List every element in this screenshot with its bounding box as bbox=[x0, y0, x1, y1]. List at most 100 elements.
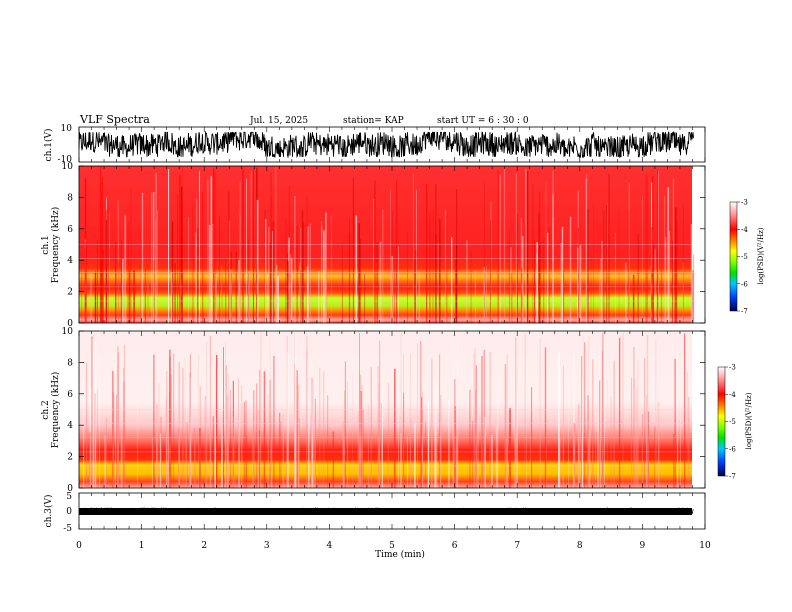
streaks1-streak bbox=[520, 267, 523, 323]
streaks1-streak bbox=[379, 241, 382, 323]
streaks1-streak bbox=[590, 248, 592, 323]
streaks2-streak bbox=[116, 394, 117, 488]
streaks1-streak bbox=[275, 264, 278, 323]
ch3-waveform-ylabel: ch.3(V) bbox=[43, 495, 54, 528]
streaks2-streak bbox=[420, 340, 422, 488]
colorbar-tick-label: -7 bbox=[741, 308, 748, 316]
streaks2-streak bbox=[529, 416, 531, 488]
streaks1-streak bbox=[483, 267, 485, 323]
time-tick-label: 10 bbox=[699, 541, 711, 551]
ch2-spectrogram-panel: 0 2 4 6 8 10 ch.2 Frequency (kHz) bbox=[41, 327, 706, 494]
streaks2-streak bbox=[189, 372, 191, 488]
streaks2-streak bbox=[509, 408, 511, 488]
time-tick-label: 5 bbox=[389, 541, 395, 551]
streaks1-streak bbox=[290, 254, 292, 323]
streaks2-streak bbox=[497, 393, 499, 488]
streaks1-streak bbox=[228, 191, 230, 323]
freq-tick-label: 4 bbox=[67, 256, 73, 266]
streaks1-streak bbox=[294, 195, 296, 323]
streaks1-streak bbox=[250, 171, 252, 323]
streaks2-streak bbox=[403, 354, 404, 488]
streaks2-streak bbox=[153, 354, 155, 488]
streaks1-streak bbox=[326, 232, 328, 323]
ch1-spectrogram-channel-label: ch.1 bbox=[41, 235, 51, 254]
streaks2-streak bbox=[526, 366, 527, 488]
streaks2-streak bbox=[246, 436, 248, 488]
streaks2-streak bbox=[597, 412, 599, 488]
streaks1-streak bbox=[601, 240, 603, 323]
streaks1-streak bbox=[657, 169, 659, 323]
streaks1-streak bbox=[503, 167, 506, 323]
ch3-ytick-top: 5 bbox=[66, 492, 72, 502]
streaks2-streak bbox=[516, 391, 518, 488]
streaks1-streak bbox=[124, 215, 127, 323]
streaks2-streak bbox=[646, 334, 649, 488]
streaks2-streak bbox=[394, 368, 396, 488]
streaks1-streak bbox=[238, 260, 240, 323]
streaks2-streak bbox=[294, 333, 296, 488]
streaks1-streak bbox=[97, 239, 98, 323]
streaks1-streak bbox=[300, 270, 302, 323]
streaks2-streak bbox=[166, 371, 168, 488]
streaks1-streak bbox=[192, 205, 194, 323]
streaks1-streak bbox=[268, 227, 270, 323]
time-axis: 0 1 2 3 4 5 6 7 8 9 10 bbox=[76, 127, 711, 551]
streaks1-streak bbox=[323, 230, 325, 323]
streaks2-streak bbox=[239, 407, 240, 488]
streaks1-streak bbox=[392, 210, 393, 323]
streaks2-streak bbox=[253, 390, 255, 488]
streaks2-streak bbox=[595, 410, 597, 488]
ch2-spectrogram-streaks bbox=[79, 332, 694, 488]
streaks1-streak bbox=[174, 263, 176, 323]
streaks2-streak bbox=[159, 434, 161, 488]
streaks2-streak bbox=[283, 421, 285, 488]
streaks2-streak bbox=[199, 427, 201, 488]
streaks2-streak bbox=[379, 348, 380, 488]
streaks1-streak bbox=[242, 168, 244, 323]
station-label: station= KAP bbox=[343, 116, 404, 126]
streaks1-streak bbox=[374, 180, 376, 323]
streaks2-streak bbox=[92, 339, 94, 488]
streaks2-streak bbox=[96, 389, 98, 488]
streaks2-streak bbox=[648, 411, 649, 488]
streaks2-streak bbox=[225, 341, 226, 488]
streaks1-streak bbox=[600, 259, 602, 323]
streaks1-streak bbox=[215, 171, 217, 323]
streaks1-streak bbox=[438, 217, 440, 323]
streaks2-streak bbox=[151, 437, 154, 488]
streaks2-streak bbox=[269, 333, 271, 488]
streaks2-streak bbox=[221, 411, 223, 488]
streaks1-streak bbox=[676, 220, 678, 323]
streaks1-streak bbox=[669, 231, 670, 323]
streaks1-streak bbox=[290, 258, 293, 323]
streaks2-streak bbox=[226, 395, 229, 488]
streaks1-streak bbox=[171, 221, 174, 323]
streaks2-streak bbox=[123, 367, 124, 488]
streaks2-streak bbox=[377, 366, 379, 488]
streaks2-streak bbox=[106, 418, 107, 488]
streaks2-streak bbox=[410, 418, 411, 488]
streaks1-streak bbox=[466, 240, 468, 323]
streaks1-streak bbox=[264, 209, 266, 323]
streaks2-streak bbox=[674, 358, 676, 488]
colorbar-tick-label: -3 bbox=[741, 199, 748, 207]
streaks1-streak bbox=[144, 268, 146, 323]
streaks1-streak bbox=[100, 260, 103, 323]
streaks1-streak bbox=[117, 200, 119, 323]
streaks2-streak bbox=[581, 356, 583, 488]
streaks2-streak bbox=[344, 390, 345, 488]
streaks1-streak bbox=[545, 182, 547, 323]
streaks2-streak bbox=[234, 437, 236, 488]
streaks2-streak bbox=[456, 435, 458, 488]
streaks1-streak bbox=[451, 237, 453, 323]
streaks1-streak bbox=[587, 209, 589, 323]
streaks1-streak bbox=[352, 177, 354, 323]
streaks2-streak bbox=[582, 398, 583, 488]
streaks2-streak bbox=[573, 352, 575, 488]
ch2-colorbar-label: log(PSD)(V²/Hz) bbox=[745, 392, 753, 449]
streaks2-streak bbox=[477, 391, 479, 488]
streaks1-streak bbox=[213, 168, 215, 323]
time-tick-label: 2 bbox=[201, 541, 207, 551]
streaks1-streak bbox=[151, 192, 153, 323]
